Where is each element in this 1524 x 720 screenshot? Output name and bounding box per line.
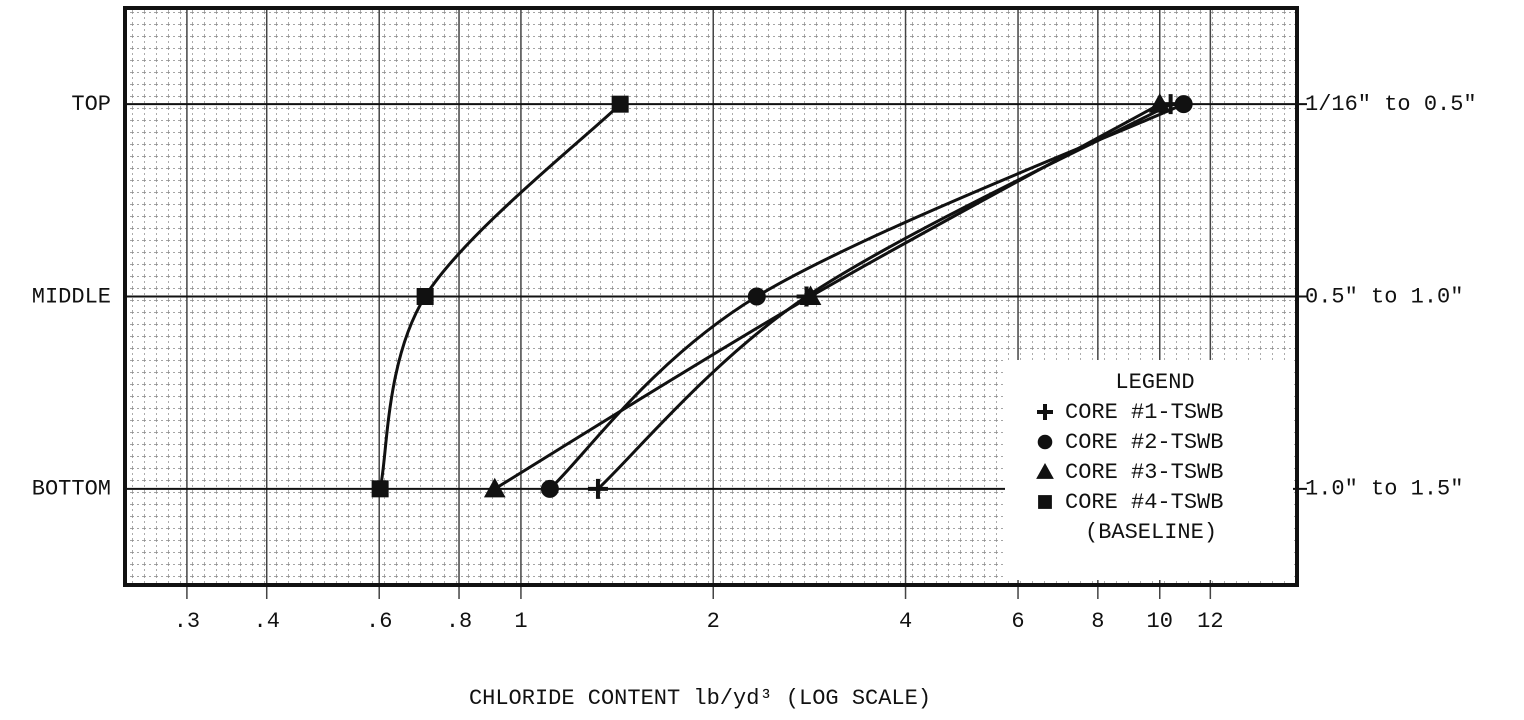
marker — [1037, 404, 1053, 420]
legend-note: (BASELINE) — [1085, 520, 1217, 545]
marker — [1174, 95, 1193, 114]
y-tick-label: MIDDLE — [32, 284, 111, 309]
marker — [587, 478, 608, 499]
x-tick-label: .4 — [254, 609, 280, 634]
marker — [747, 287, 766, 306]
x-tick-label: .3 — [174, 609, 200, 634]
y-tick-label: TOP — [71, 92, 111, 117]
y-right-label: 0.5" to 1.0" — [1305, 284, 1463, 309]
marker — [540, 479, 559, 498]
x-tick-label: 1 — [514, 609, 527, 634]
marker — [416, 288, 434, 305]
x-tick-label: 8 — [1091, 609, 1104, 634]
x-axis-label: CHLORIDE CONTENT lb/yd³ (LOG SCALE) — [469, 686, 931, 711]
marker — [1038, 495, 1052, 509]
legend-title: LEGEND — [1115, 370, 1194, 395]
legend-label: CORE #4-TSWB — [1065, 490, 1223, 515]
marker — [799, 285, 822, 305]
plot-frame — [123, 6, 1299, 587]
legend-box — [1005, 360, 1293, 580]
marker — [611, 95, 629, 113]
x-tick-label: 2 — [707, 609, 720, 634]
x-tick-label: 4 — [899, 609, 912, 634]
marker — [1036, 462, 1054, 479]
legend: LEGEND CORE #1-TSWB CORE #2-TSWB CORE #3-TS… — [1005, 360, 1293, 580]
marker — [1037, 434, 1053, 450]
legend-label: CORE #3-TSWB — [1065, 460, 1223, 485]
x-tick-label: .8 — [446, 609, 472, 634]
marker — [371, 480, 389, 498]
marker — [483, 477, 506, 498]
x-tick-label: 12 — [1197, 609, 1223, 634]
x-tick-label: 6 — [1011, 609, 1024, 634]
marker — [1148, 93, 1171, 113]
y-right-label: 1/16" to 0.5" — [1305, 92, 1477, 117]
y-tick-label: BOTTOM — [32, 477, 111, 502]
legend-label: CORE #1-TSWB — [1065, 400, 1223, 425]
y-right-label: 1.0" to 1.5" — [1305, 477, 1463, 502]
x-tick-label: 10 — [1147, 609, 1173, 634]
x-tick-label: .6 — [366, 609, 392, 634]
legend-label: CORE #2-TSWB — [1065, 430, 1223, 455]
